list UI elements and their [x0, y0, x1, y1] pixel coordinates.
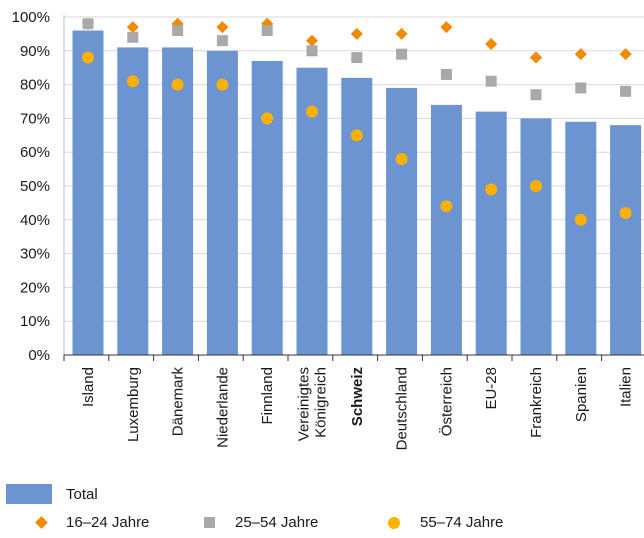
- legend-label-55-74: 55–74 Jahre: [420, 514, 504, 531]
- square-point-25-54: [127, 31, 139, 43]
- diamond-point-16-24: [619, 48, 632, 61]
- circle-point-55-74: [261, 112, 274, 125]
- legend-item-55-74: 55–74 Jahre: [380, 514, 503, 531]
- x-tick-label: Spanien: [573, 367, 590, 422]
- legend-swatch-total: [6, 484, 52, 504]
- x-tick-label: Frankreich: [528, 367, 545, 438]
- bar: [162, 47, 194, 356]
- circle-point-55-74: [350, 129, 363, 142]
- bar: [206, 50, 238, 356]
- square-point-25-54: [216, 35, 228, 47]
- square-point-25-54: [530, 89, 542, 101]
- y-tick-label: 40%: [20, 212, 50, 229]
- diamond-point-16-24: [440, 21, 453, 34]
- circle-point-55-74: [485, 183, 498, 196]
- square-point-25-54: [396, 48, 408, 60]
- circle-point-55-74: [530, 180, 542, 192]
- x-tick-label: Deutschland: [394, 367, 411, 450]
- bar: [251, 60, 283, 355]
- bar: [386, 87, 418, 355]
- diamond-point-16-24: [306, 34, 318, 47]
- y-tick-label: 10%: [20, 313, 50, 330]
- bar: [565, 121, 597, 355]
- diamond-point-16-24: [216, 21, 229, 34]
- circle-point-55-74: [126, 75, 139, 88]
- y-tick-label: 80%: [20, 77, 50, 94]
- bar: [341, 77, 373, 355]
- diamond-marker-icon: [35, 516, 48, 529]
- circle-point-55-74: [216, 78, 229, 91]
- y-tick-label: 100%: [12, 9, 50, 26]
- x-tick-label: Dänemark: [170, 367, 187, 437]
- square-point-25-54: [620, 85, 632, 97]
- diamond-point-16-24: [126, 21, 139, 34]
- y-tick-label: 90%: [20, 43, 50, 60]
- y-tick-label: 0%: [28, 347, 50, 364]
- x-tick-label: Italien: [618, 367, 635, 407]
- legend-label-total: Total: [66, 485, 98, 503]
- square-point-25-54: [351, 52, 363, 64]
- circle-point-55-74: [574, 213, 587, 226]
- circle-marker-icon: [388, 516, 400, 529]
- square-point-25-54: [306, 45, 318, 57]
- y-tick-label: 60%: [20, 144, 50, 161]
- legend: Total 16–24 Jahre 25–54 Jahre 55–74 Jahr…: [0, 484, 644, 538]
- legend-item-total: Total: [6, 484, 98, 504]
- bar: [430, 104, 462, 355]
- x-tick-label: Vereinigtes: [296, 367, 313, 441]
- circle-point-55-74: [306, 105, 318, 118]
- square-point-25-54: [440, 68, 452, 80]
- circle-point-55-74: [440, 200, 453, 213]
- bar: [72, 30, 104, 356]
- circle-point-55-74: [171, 78, 184, 91]
- x-tick-label: Island: [80, 367, 97, 407]
- bar: [520, 118, 552, 356]
- legend-label-16-24: 16–24 Jahre: [66, 514, 150, 531]
- x-tick-label: Königreich: [313, 367, 330, 438]
- y-tick-label: 70%: [20, 110, 50, 127]
- square-point-25-54: [172, 25, 184, 37]
- square-marker-icon: [204, 517, 215, 528]
- bar: [610, 125, 642, 355]
- square-point-25-54: [485, 75, 497, 87]
- y-tick-label: 30%: [20, 246, 50, 263]
- diamond-point-16-24: [574, 48, 587, 61]
- circle-point-55-74: [619, 207, 632, 220]
- legend-item-25-54: 25–54 Jahre: [196, 514, 318, 531]
- x-tick-label: Finnland: [259, 367, 276, 425]
- diamond-point-16-24: [485, 38, 498, 51]
- x-tick-label: Luxemburg: [125, 367, 142, 442]
- circle-point-55-74: [82, 51, 94, 64]
- diamond-point-16-24: [530, 51, 542, 64]
- square-point-25-54: [82, 18, 94, 30]
- legend-item-16-24: 16–24 Jahre: [28, 514, 149, 531]
- diamond-point-16-24: [395, 27, 408, 40]
- x-tick-label: Österreich: [437, 367, 455, 436]
- x-tick-label: Niederlande: [214, 367, 231, 448]
- y-tick-label: 20%: [20, 279, 50, 296]
- circle-point-55-74: [395, 152, 408, 165]
- square-point-25-54: [261, 25, 273, 37]
- square-point-25-54: [575, 82, 587, 94]
- x-tick-label: EU-28: [483, 367, 500, 410]
- bar: [475, 111, 507, 355]
- x-tick-label: Schweiz: [349, 367, 366, 426]
- diamond-point-16-24: [350, 27, 363, 40]
- y-tick-label: 50%: [20, 178, 50, 195]
- legend-label-25-54: 25–54 Jahre: [235, 514, 319, 531]
- bar: [117, 47, 149, 356]
